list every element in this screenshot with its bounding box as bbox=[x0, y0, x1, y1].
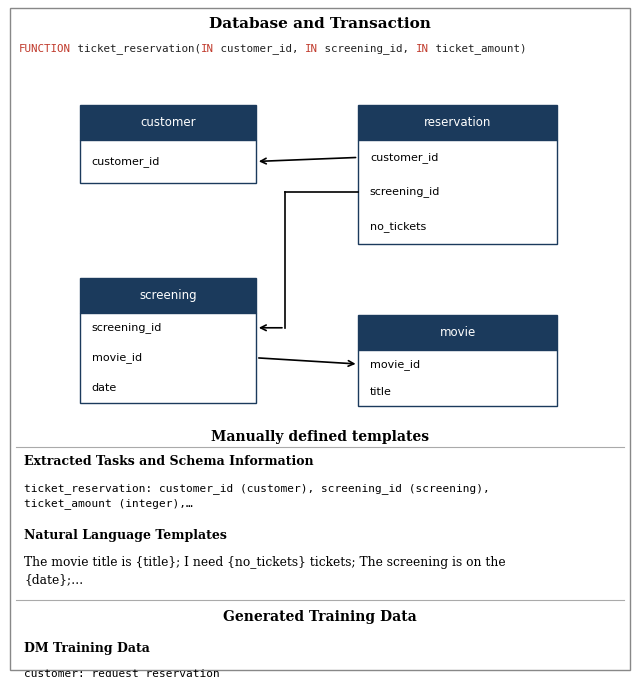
Text: Generated Training Data: Generated Training Data bbox=[223, 610, 417, 624]
Bar bbox=[358, 350, 557, 406]
Bar bbox=[358, 315, 557, 350]
Text: screening_id: screening_id bbox=[370, 186, 440, 198]
Text: date: date bbox=[92, 383, 116, 393]
Text: title: title bbox=[370, 387, 392, 397]
Text: DM Training Data: DM Training Data bbox=[24, 642, 150, 655]
Text: customer_id: customer_id bbox=[370, 152, 438, 163]
Bar bbox=[358, 105, 557, 140]
Text: Database and Transaction: Database and Transaction bbox=[209, 18, 431, 31]
Text: reservation: reservation bbox=[424, 116, 492, 129]
Text: IN: IN bbox=[201, 44, 214, 53]
Text: movie: movie bbox=[440, 326, 476, 339]
Text: customer_id: customer_id bbox=[92, 156, 160, 167]
Text: screening_id: screening_id bbox=[92, 322, 162, 333]
Bar bbox=[80, 313, 256, 403]
Text: customer_id,: customer_id, bbox=[214, 43, 305, 54]
Text: ticket_amount): ticket_amount) bbox=[429, 43, 526, 54]
Text: screening: screening bbox=[139, 288, 197, 302]
Text: ticket_reservation: customer_id (customer), screening_id (screening),
ticket_amo: ticket_reservation: customer_id (custome… bbox=[24, 483, 490, 509]
Text: movie_id: movie_id bbox=[370, 359, 420, 370]
Bar bbox=[80, 140, 256, 183]
Text: customer: customer bbox=[140, 116, 196, 129]
Text: IN: IN bbox=[416, 44, 429, 53]
Text: no_tickets: no_tickets bbox=[370, 221, 426, 232]
Text: Manually defined templates: Manually defined templates bbox=[211, 430, 429, 444]
Text: IN: IN bbox=[305, 44, 318, 53]
Text: movie_id: movie_id bbox=[92, 352, 141, 364]
Text: ticket_reservation(: ticket_reservation( bbox=[71, 43, 201, 54]
Bar bbox=[80, 278, 256, 313]
Text: customer: request_reservation
bot: identify_screening
customer: abort_task: customer: request_reservation bot: ident… bbox=[24, 668, 220, 677]
Text: The movie title is {title}; I need {no_tickets} tickets; The screening is on the: The movie title is {title}; I need {no_t… bbox=[24, 556, 506, 586]
Text: Natural Language Templates: Natural Language Templates bbox=[24, 529, 227, 542]
Text: FUNCTION: FUNCTION bbox=[19, 44, 71, 53]
Bar bbox=[80, 105, 256, 140]
Bar bbox=[358, 140, 557, 244]
Text: screening_id,: screening_id, bbox=[318, 43, 416, 54]
Text: Extracted Tasks and Schema Information: Extracted Tasks and Schema Information bbox=[24, 455, 314, 468]
